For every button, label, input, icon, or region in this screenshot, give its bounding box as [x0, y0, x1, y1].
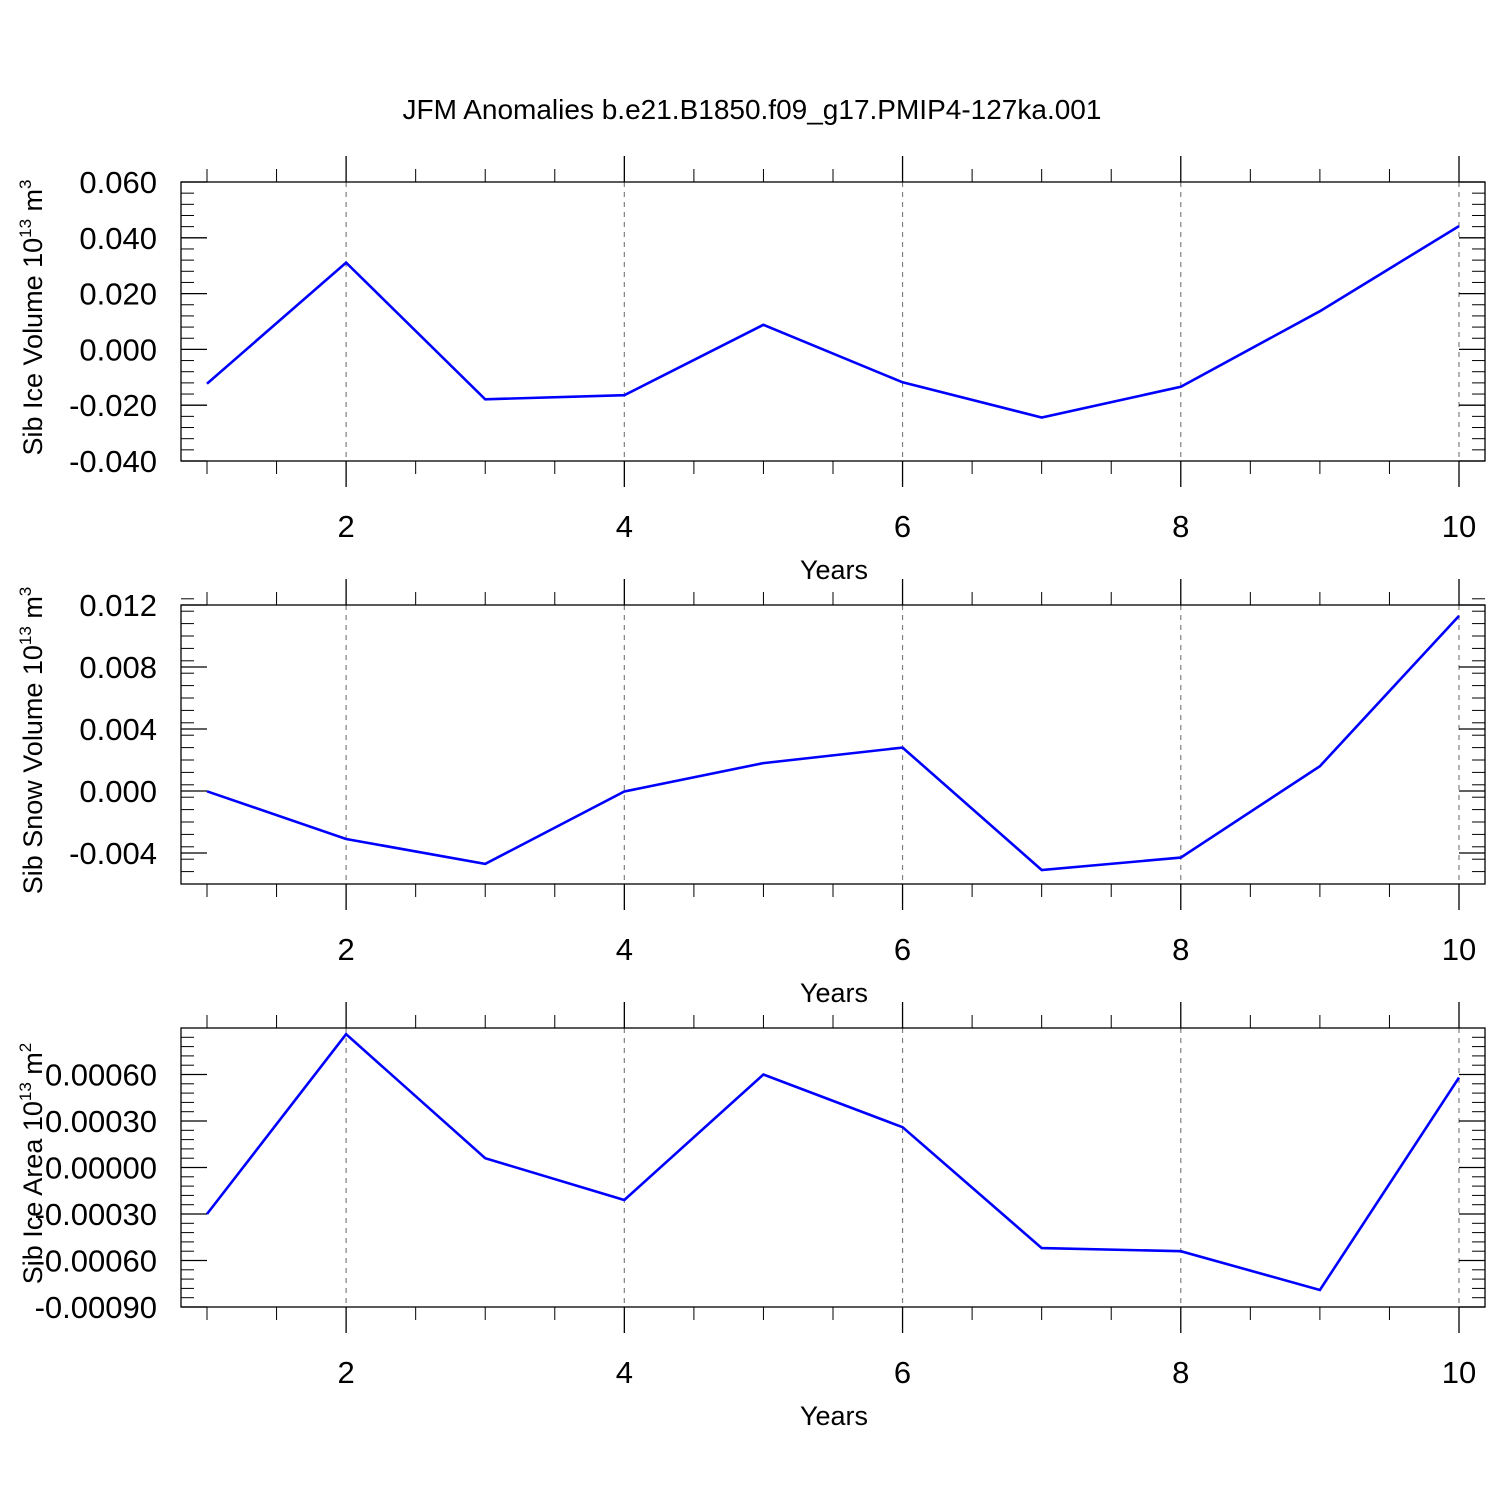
- y-tick-label: -0.020: [69, 388, 157, 423]
- x-tick-label: 6: [894, 932, 911, 967]
- x-tick-label: 8: [1172, 1355, 1189, 1390]
- x-axis-label: Years: [800, 1401, 868, 1431]
- x-tick-label: 4: [616, 1355, 633, 1390]
- y-tick-label: -0.040: [69, 444, 157, 479]
- x-tick-label: 10: [1442, 932, 1476, 967]
- x-tick-label: 10: [1442, 509, 1476, 544]
- y-tick-label: 0.00060: [45, 1058, 157, 1093]
- plot-frame: [180, 1027, 1486, 1308]
- y-tick-label: 0.00030: [45, 1104, 157, 1139]
- y-tick-label: -0.00060: [35, 1244, 157, 1279]
- plot-frame: [180, 181, 1486, 462]
- y-tick-label: 0.004: [79, 712, 157, 747]
- y-tick-label: 0.00000: [45, 1151, 157, 1186]
- chart-panel-1: -0.040 -0.020 0.000 0.020 0.040 0.060 2 4 6 8 10 Ye…: [16, 156, 1486, 585]
- y-tick-label: 0.008: [79, 650, 157, 685]
- series-line: [206, 224, 1460, 419]
- y-tick-label: 0.060: [79, 165, 157, 200]
- y-tick-label: 0.000: [79, 774, 157, 809]
- x-tick-label: 2: [337, 1355, 354, 1390]
- y-tick-label: 0.040: [79, 221, 157, 256]
- y-axis-label: Sib Ice Area 1013 m2: [16, 1043, 48, 1285]
- y-tick-label: -0.00090: [35, 1290, 157, 1325]
- y-tick-label: 0.012: [79, 588, 157, 623]
- chart-title: JFM Anomalies b.e21.B1850.f09_g17.PMIP4-…: [403, 94, 1102, 125]
- x-tick-label: 2: [337, 509, 354, 544]
- x-tick-label: 6: [894, 509, 911, 544]
- x-tick-label: 4: [616, 932, 633, 967]
- y-axis-label: Sib Ice Volume 1013 m3: [16, 179, 48, 455]
- chart-panel-3: -0.00090 -0.00060 -0.00030 0.00000 0.00030 0.…: [16, 1002, 1486, 1431]
- x-tick-label: 2: [337, 932, 354, 967]
- y-axis-label: Sib Snow Volume 1013 m3: [16, 587, 48, 895]
- x-tick-label: 4: [616, 509, 633, 544]
- x-axis-label: Years: [800, 978, 868, 1008]
- series-line: [205, 1032, 1461, 1292]
- x-tick-label: 8: [1172, 932, 1189, 967]
- x-tick-label: 8: [1172, 509, 1189, 544]
- y-tick-label: -0.00030: [35, 1197, 157, 1232]
- x-tick-label: 6: [894, 1355, 911, 1390]
- plot-frame: [180, 604, 1486, 885]
- y-tick-label: 0.020: [79, 277, 157, 312]
- y-tick-label: 0.000: [79, 332, 157, 367]
- chart-panel-2: -0.004 0.000 0.004 0.008 0.012 2 4 6 8 10 Years Sib…: [16, 579, 1486, 1008]
- series-line: [206, 615, 1460, 872]
- panels: -0.040 -0.020 0.000 0.020 0.040 0.060 2 4 6 8 10 Ye…: [16, 156, 1486, 1431]
- x-axis-label: Years: [800, 555, 868, 585]
- x-tick-label: 10: [1442, 1355, 1476, 1390]
- y-tick-label: -0.004: [69, 836, 157, 871]
